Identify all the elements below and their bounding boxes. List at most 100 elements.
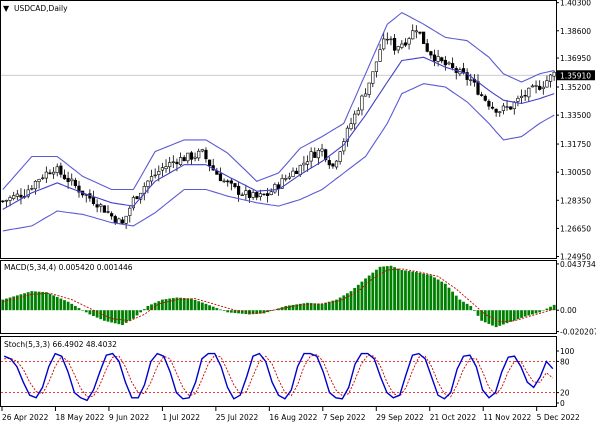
macd-histogram-bar	[527, 310, 531, 316]
macd-histogram-bar	[291, 304, 295, 311]
macd-histogram-bar	[512, 310, 516, 321]
macd-histogram-bar	[124, 310, 128, 323]
macd-histogram-bar	[317, 303, 320, 311]
candle-body-bull	[258, 193, 262, 197]
candle-body-bear	[451, 63, 455, 69]
candle-body-bull	[33, 180, 38, 190]
price-panel	[1, 11, 556, 232]
candle-body-bull	[171, 161, 175, 163]
candle	[62, 169, 67, 180]
candle	[207, 159, 212, 172]
candle-body-bear	[476, 81, 480, 95]
candle	[44, 166, 48, 183]
chart-title: USDCAD,Daily	[14, 4, 68, 13]
candle-body-bear	[487, 100, 491, 107]
candle-body-bear	[425, 43, 429, 52]
macd-histogram-bar	[280, 307, 284, 311]
macd-histogram-bar	[182, 298, 186, 311]
candle-body-bull	[30, 188, 34, 190]
candle	[443, 55, 447, 71]
candle-body-bear	[494, 108, 498, 113]
candle	[146, 180, 150, 194]
candle	[51, 167, 56, 179]
candle-body-bull	[41, 177, 45, 179]
candle	[77, 180, 81, 198]
stoch-tick-label: 100	[560, 347, 575, 356]
candle-body-bear	[110, 213, 114, 217]
candle	[342, 138, 346, 155]
macd-histogram-bar	[142, 309, 146, 311]
macd-histogram-bar	[128, 310, 132, 321]
candle-body-bear	[247, 190, 252, 198]
x-tick-label: 5 Dec 2022	[537, 413, 580, 422]
stoch-main-line	[3, 352, 554, 402]
x-tick-label: 16 Aug 2022	[269, 413, 317, 422]
candle-body-bear	[95, 204, 99, 208]
candle-body-bear	[480, 94, 484, 96]
candle	[363, 88, 368, 97]
candle-body-bear	[233, 183, 237, 188]
macd-histogram-bar	[407, 271, 411, 311]
macd-tick-label: 0.00	[560, 306, 577, 315]
candle	[19, 188, 23, 205]
candle-body-bear	[59, 165, 63, 175]
candle-body-bull	[186, 152, 190, 162]
candle-body-bear	[207, 159, 212, 167]
candle	[66, 171, 70, 189]
macd-histogram-bar	[197, 301, 201, 311]
candle-body-bull	[178, 157, 183, 166]
macd-histogram-bar	[298, 303, 302, 311]
macd-histogram-bar	[37, 291, 41, 311]
macd-histogram-bar	[531, 310, 534, 315]
candle	[280, 174, 284, 189]
macd-histogram-bar	[5, 298, 8, 311]
macd-histogram-bar	[545, 308, 549, 311]
candle	[392, 34, 397, 55]
stoch-signal-line	[4, 354, 554, 398]
candle	[189, 150, 194, 165]
candle	[110, 211, 114, 220]
macd-histogram-bar	[113, 310, 117, 324]
x-tick-label: 9 Jun 2022	[109, 413, 150, 422]
macd-histogram-bar	[30, 291, 34, 311]
candle-body-bear	[66, 177, 70, 183]
candle-body-bear	[276, 184, 281, 189]
macd-histogram-bar	[411, 271, 415, 311]
candle-body-bull	[414, 30, 418, 33]
candle-body-bull	[349, 123, 353, 130]
candle-body-bull	[400, 43, 404, 48]
price-tick-label: 1.24950	[560, 253, 591, 262]
macd-histogram-bar	[295, 304, 299, 311]
candle	[59, 162, 63, 178]
candle-body-bear	[189, 152, 194, 160]
macd-histogram-bar	[175, 297, 179, 311]
macd-histogram-bar	[139, 310, 143, 313]
candle-body-bull	[168, 162, 172, 168]
candle	[403, 38, 408, 48]
macd-tick-label: -0.020207	[560, 328, 596, 337]
macd-histogram-bar	[487, 310, 491, 324]
candle-body-bear	[327, 160, 331, 166]
candle-body-bull	[345, 127, 350, 142]
macd-histogram-bar	[59, 298, 63, 311]
macd-histogram-bar	[273, 309, 277, 311]
macd-histogram-bar	[70, 303, 74, 311]
candle	[37, 178, 41, 189]
candle	[334, 159, 339, 170]
macd-histogram-bar	[414, 272, 418, 311]
macd-histogram-bar	[277, 308, 280, 311]
candle	[251, 190, 255, 200]
price-tick-label: 1.26650	[560, 224, 591, 233]
candle	[432, 49, 437, 67]
candle-body-bull	[193, 156, 197, 159]
candle	[197, 148, 201, 162]
candle	[374, 61, 379, 78]
x-tick-label: 25 Jul 2022	[216, 413, 259, 422]
macd-histogram-bar	[309, 303, 313, 311]
title-marker-icon[interactable]: ▼	[3, 4, 10, 13]
candle-body-bull	[131, 197, 136, 209]
macd-histogram-bar	[523, 310, 527, 317]
candle	[505, 99, 509, 111]
macd-histogram-bar	[117, 310, 121, 325]
